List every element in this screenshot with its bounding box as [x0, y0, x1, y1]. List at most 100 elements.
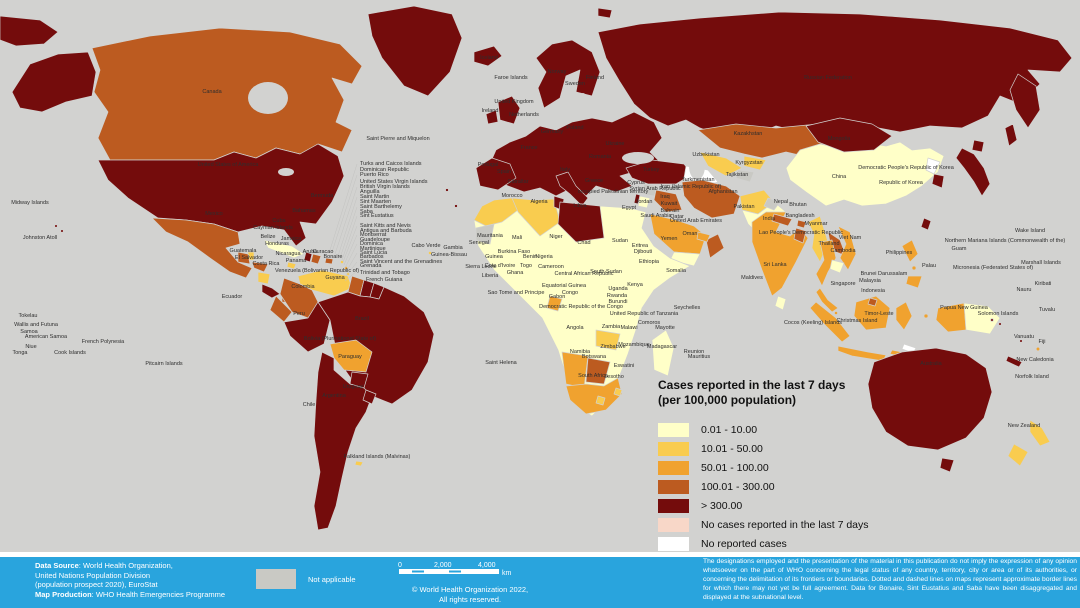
legend-row: 50.01 - 100.00 [658, 458, 1018, 477]
country-new-zealand-south [1007, 443, 1029, 467]
island-mindanao [905, 275, 923, 289]
legend-label: 10.01 - 50.00 [701, 442, 763, 455]
region-kamchatka [1009, 73, 1041, 129]
svg-text:0: 0 [398, 562, 402, 569]
country-israel [633, 193, 641, 205]
country-jamaica [286, 261, 297, 270]
legend-row: No cases reported in the last 7 days [658, 515, 1018, 534]
legend-label: No cases reported in the last 7 days [701, 518, 869, 531]
country-rep-korea [931, 173, 945, 189]
world-map-svg [0, 5, 1073, 531]
country-japan [955, 147, 991, 197]
country-vietnam [837, 225, 857, 271]
legend-swatch [658, 422, 689, 437]
country-italy [555, 171, 589, 207]
island-luzon [901, 239, 919, 263]
country-zambia [595, 329, 621, 351]
legend-swatch [658, 536, 689, 551]
region-scandinavia [535, 39, 601, 109]
data-source-label: Data Source [35, 561, 79, 570]
disclaimer-text: The designations employed and the presen… [703, 558, 1077, 601]
legend-title: Cases reported in the last 7 days (per 1… [658, 378, 846, 407]
island-solomon-1 [990, 318, 994, 322]
country-argentina-chile [313, 351, 373, 531]
country-lesotho [595, 395, 606, 406]
island-moluccas [923, 313, 929, 319]
country-madagascar [651, 329, 675, 377]
country-uae [696, 231, 711, 243]
region-western-sahara [475, 223, 495, 245]
country-nicaragua [257, 271, 271, 285]
country-canada [91, 27, 363, 161]
country-turkey [625, 159, 693, 185]
country-cuba [263, 239, 305, 259]
svg-text:4,000: 4,000 [478, 562, 496, 569]
island-tasmania [939, 457, 955, 473]
country-uzbekistan [699, 151, 743, 177]
svg-text:km: km [502, 570, 512, 576]
country-thailand [815, 239, 837, 287]
legend-swatch [658, 441, 689, 456]
country-iceland [473, 45, 503, 67]
island-falkland [354, 460, 364, 467]
legend-label: 100.01 - 300.00 [701, 480, 775, 493]
country-botswana [585, 357, 611, 385]
legend-swatch [658, 479, 689, 494]
island-fiji [1035, 346, 1041, 352]
country-honduras [251, 261, 269, 273]
country-malaysia [815, 287, 839, 313]
legend-label: 50.01 - 100.00 [701, 461, 769, 474]
island-antilles-2 [344, 266, 348, 270]
country-oman [705, 233, 725, 259]
island-cabo-verde [428, 251, 432, 255]
legend-row: 100.01 - 300.00 [658, 477, 1018, 496]
country-peru [283, 301, 331, 353]
legend-row: > 300.00 [658, 496, 1018, 515]
country-costa-rica [261, 283, 281, 299]
country-greenland [367, 5, 463, 97]
country-puerto-rico [324, 257, 334, 265]
country-jordan [637, 195, 651, 209]
region-kashmir [763, 197, 781, 211]
svg-text:2,000: 2,000 [434, 562, 452, 569]
not-applicable-swatch [256, 569, 296, 589]
legend-row: 0.01 - 10.00 [658, 420, 1018, 439]
country-brazil [317, 286, 435, 405]
island-borneo [853, 295, 891, 331]
country-libya [557, 201, 605, 243]
country-dominican-republic [310, 253, 322, 265]
country-saudi-arabia [649, 213, 707, 255]
country-bangladesh [793, 227, 807, 244]
island-madeira [445, 188, 449, 192]
country-bhutan [796, 219, 807, 229]
country-mongolia [805, 117, 893, 153]
footer-divider [0, 552, 1080, 557]
island-sumatra [809, 301, 851, 343]
country-uruguay [362, 389, 377, 405]
country-ireland [485, 109, 499, 125]
legend-swatch [658, 460, 689, 475]
region-svalbard [597, 7, 613, 19]
leader-lines [329, 163, 358, 282]
legend-label: No reported cases [701, 537, 787, 550]
island-solomon-2 [998, 322, 1002, 326]
country-sri-lanka [774, 295, 787, 311]
region-west-papua [935, 302, 967, 333]
country-australia [867, 347, 993, 451]
copyright: © World Health Organization 2022, All ri… [411, 585, 529, 604]
country-nepal [771, 213, 793, 227]
not-applicable-label: Not applicable [308, 574, 356, 584]
country-united-kingdom [497, 95, 521, 125]
legend-row: 10.01 - 50.00 [658, 439, 1018, 458]
country-guatemala [237, 251, 251, 265]
country-eswatini [613, 387, 623, 397]
map-legend: Cases reported in the last 7 days (per 1… [658, 378, 1018, 553]
island-vanuatu [1019, 339, 1023, 343]
island-visayas [911, 265, 917, 271]
country-tajikistan [735, 169, 755, 183]
island-hawaii-1 [54, 224, 58, 228]
footer-bar: Data Source: World Health Organization, … [0, 557, 1080, 608]
island-java [837, 345, 887, 362]
country-iraq [653, 189, 683, 213]
